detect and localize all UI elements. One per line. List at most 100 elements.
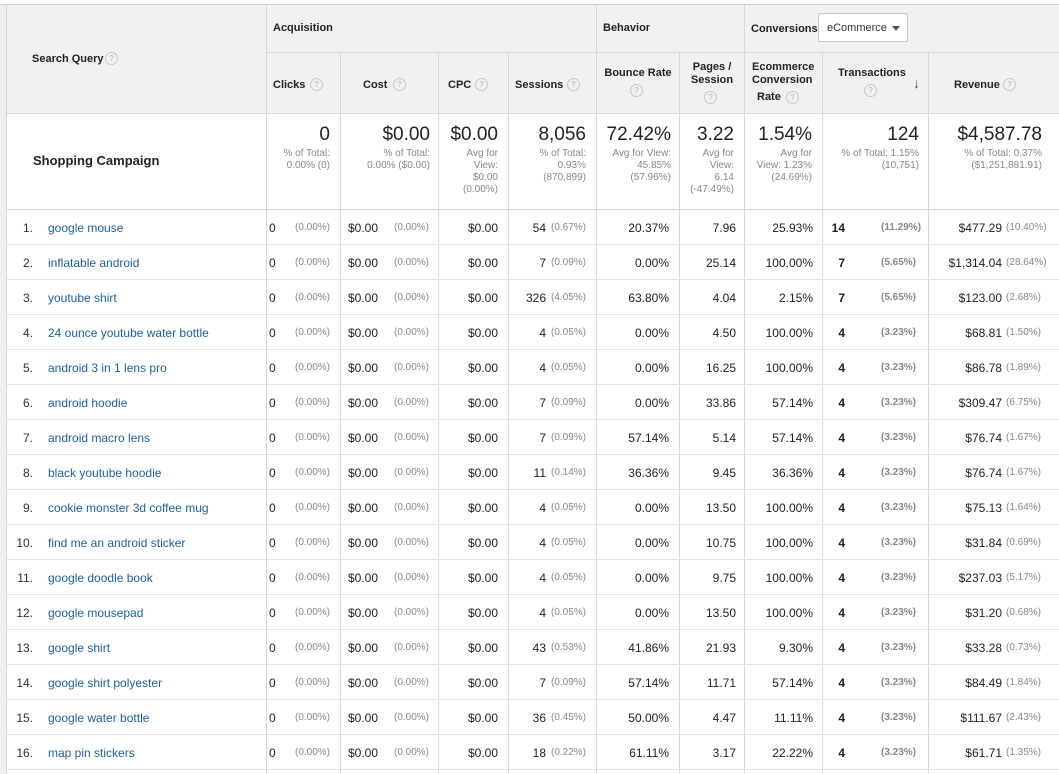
row-query[interactable]: google doodle book [48, 571, 153, 585]
pages-session-header[interactable]: Pages / Session ? [680, 53, 744, 113]
row-sessions: 4 [539, 571, 546, 585]
revenue-header[interactable]: Revenue ? [929, 53, 1059, 113]
row-query[interactable]: google water bottle [48, 711, 150, 725]
row-trans-pct: (3.23%) [881, 677, 917, 688]
row-clicks-pct: (0.00%) [295, 502, 331, 513]
arrow-down-icon[interactable]: ↓ [913, 75, 920, 91]
row-divider [7, 664, 1059, 665]
row-query[interactable]: inflatable android [48, 256, 140, 270]
clicks-header[interactable]: Clicks ? [267, 53, 340, 113]
row-query[interactable]: google mousepad [48, 606, 144, 620]
row-idx: 8. [22, 466, 33, 480]
table-row: 13. google shirt 0 (0.00%) $0.00 (0.00%) $0.00… [7, 630, 1059, 665]
row-pages: 4.50 [712, 326, 736, 340]
row-query[interactable]: cookie monster 3d coffee mug [48, 501, 209, 515]
row-ecr: 22.22% [772, 746, 813, 760]
cpc-header[interactable]: CPC ? [439, 53, 508, 113]
row-clicks-pct: (0.00%) [295, 467, 331, 478]
row-query[interactable]: google shirt [48, 641, 111, 655]
total-bounce-rate-subtext: Avg for View: 45.85% (57.96%) [598, 148, 671, 184]
behavior-label: Behavior [603, 22, 651, 34]
row-cpc: $0.00 [468, 396, 499, 410]
total-transactions-value: 124 [887, 124, 919, 145]
row-cost: $0.00 [348, 396, 379, 410]
row-pages: 33.86 [705, 396, 736, 410]
row-revenue: $1,314.04 [948, 256, 1002, 270]
row-pages: 4.04 [712, 291, 736, 305]
row-sessions-pct: (0.05%) [551, 502, 587, 513]
row-query[interactable]: google mouse [48, 221, 124, 235]
row-idx: 12. [16, 606, 33, 620]
row-query[interactable]: 24 ounce youtube water bottle [48, 326, 209, 340]
row-bounce: 20.37% [628, 221, 669, 235]
table-row: 12. google mousepad 0 (0.00%) $0.00 (0.00%) $0… [7, 595, 1059, 630]
row-idx: 1. [22, 221, 33, 235]
row-query[interactable]: youtube shirt [48, 291, 117, 305]
help-icon[interactable]: ? [630, 84, 643, 97]
row-trans: 7 [838, 256, 845, 270]
help-icon[interactable]: ? [864, 84, 877, 97]
help-icon[interactable]: ? [567, 78, 580, 91]
row-query[interactable]: black youtube hoodie [48, 466, 162, 480]
row-revenue: $477.29 [958, 221, 1002, 235]
row-sessions-pct: (0.22%) [551, 747, 587, 758]
transactions-header[interactable]: Transactions ? ↓ [823, 53, 928, 113]
row-clicks-pct: (0.00%) [295, 607, 331, 618]
row-idx: 10. [16, 536, 33, 550]
row-divider [7, 524, 1059, 525]
total-subtext-line: 6.14 [714, 172, 734, 183]
help-icon[interactable]: ? [786, 91, 799, 104]
help-icon[interactable]: ? [310, 78, 323, 91]
row-revenue: $68.81 [965, 326, 1002, 340]
total-subtext-line: (10,751) [881, 160, 919, 171]
total-pages-session-subtext: Avg for View: 6.14 (-47.49%) [681, 148, 734, 196]
row-query[interactable]: android hoodie [48, 396, 128, 410]
row-query[interactable]: map pin stickers [48, 746, 135, 760]
cpc-label: CPC [448, 79, 472, 91]
row-clicks: 0 [269, 221, 276, 235]
sessions-label: Sessions [515, 79, 564, 91]
row-bounce: 0.00% [634, 396, 669, 410]
row-divider [7, 594, 1059, 595]
row-trans: 4 [838, 641, 845, 655]
row-query[interactable]: android macro lens [48, 431, 151, 445]
table-row: 6. android hoodie 0 (0.00%) $0.00 (0.00%) $0.0… [7, 385, 1059, 420]
col-rule [744, 5, 745, 774]
ecr-label-2: Conversion [752, 74, 813, 86]
ecommerce-conversion-rate-header[interactable]: Ecommerce Conversion Rate ? [745, 53, 822, 113]
totals-row: Shopping Campaign [7, 114, 1059, 209]
row-sessions: 7 [539, 256, 546, 270]
total-revenue-subtext: % of Total: 0.37% ($1,251,881.91) [930, 148, 1042, 172]
row-clicks-pct: (0.00%) [295, 537, 331, 548]
row-query[interactable]: android 3 in 1 lens pro [48, 361, 167, 375]
total-clicks-value: 0 [319, 124, 330, 145]
cost-header[interactable]: Cost ? [341, 53, 438, 113]
total-cost-subtext: % of Total: 0.00% ($0.00) [342, 148, 430, 172]
revenue-label: Revenue [954, 79, 1000, 91]
search-query-header[interactable]: Search Query ? [7, 5, 266, 113]
row-trans: 4 [838, 501, 845, 515]
total-sessions-subtext: % of Total: 0.93% (870,899) [510, 148, 586, 184]
row-cost: $0.00 [348, 221, 379, 235]
sessions-header[interactable]: Sessions ? [509, 53, 596, 113]
table-row: 8. black youtube hoodie 0 (0.00%) $0.00 (0.00… [7, 455, 1059, 490]
help-icon[interactable]: ? [1003, 78, 1016, 91]
row-query[interactable]: google shirt polyester [48, 676, 163, 690]
help-icon[interactable]: ? [475, 78, 488, 91]
row-cpc: $0.00 [468, 466, 499, 480]
row-idx: 2. [22, 256, 33, 270]
conversion-type-select[interactable]: eCommerce [818, 13, 908, 42]
row-cost-pct: (0.00%) [394, 432, 430, 443]
row-query[interactable]: find me an android sticker [48, 536, 186, 550]
row-cost-pct: (0.00%) [394, 747, 430, 758]
bounce-rate-header[interactable]: Bounce Rate ? [597, 53, 679, 113]
ecr-label-1: Ecommerce [752, 61, 815, 73]
row-revenue: $123.00 [958, 291, 1002, 305]
row-cpc: $0.00 [468, 676, 499, 690]
total-pages-session-value: 3.22 [697, 124, 734, 145]
row-sessions: 4 [539, 606, 546, 620]
total-subtext-line: (57.96%) [630, 172, 671, 183]
help-icon[interactable]: ? [105, 52, 118, 65]
help-icon[interactable]: ? [704, 91, 717, 104]
help-icon[interactable]: ? [393, 78, 406, 91]
